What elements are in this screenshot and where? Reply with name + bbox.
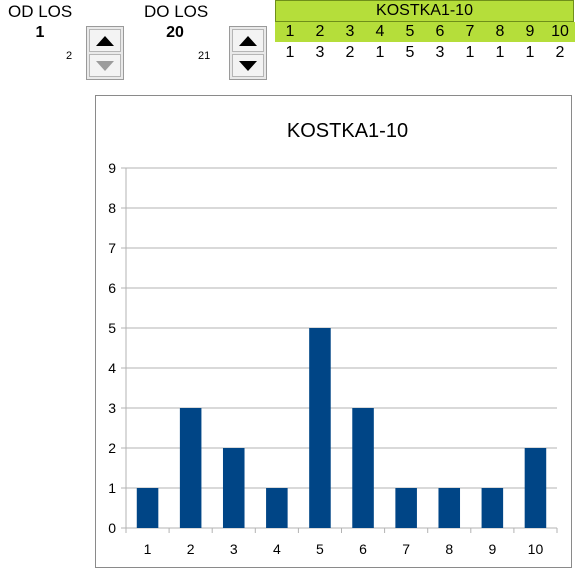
x-tick-label: 10 [528, 541, 544, 557]
to-increment-button[interactable] [232, 29, 264, 52]
table-header-cell: 8 [495, 23, 505, 40]
from-spinner[interactable] [86, 26, 124, 80]
table-count-row: 1 3 2 1 5 3 1 1 1 2 [275, 43, 575, 63]
table-header-cell: 10 [551, 23, 569, 40]
table-count-cell: 3 [315, 44, 325, 61]
x-tick-label: 4 [273, 541, 281, 557]
x-tick-label: 3 [230, 541, 238, 557]
triangle-up-icon [239, 35, 257, 46]
bar-4 [266, 488, 288, 528]
y-tick-label: 7 [108, 240, 116, 256]
x-tick-label: 2 [187, 541, 195, 557]
table-title: KOSTKA1-10 [275, 0, 574, 22]
table-header-cell: 1 [285, 23, 295, 40]
table-header-cell: 7 [465, 23, 475, 40]
table-count-cell: 1 [495, 44, 505, 61]
x-tick-label: 1 [144, 541, 152, 557]
table-count-cell: 2 [555, 44, 565, 61]
bar-10 [524, 448, 547, 528]
y-tick-label: 4 [108, 360, 116, 376]
x-tick-label: 7 [402, 541, 410, 557]
triangle-down-icon [239, 60, 257, 71]
table-header-cell: 4 [375, 23, 385, 40]
from-decrement-button[interactable] [89, 54, 121, 77]
chart-title: KOSTKA1-10 [287, 120, 408, 142]
chart-area[interactable]: KOSTKA1-10 0 1 2 3 4 5 6 7 8 9 1 2 3 4 5 6 7 8 9 10 [95, 95, 572, 568]
bar-5 [309, 328, 331, 528]
to-spinner[interactable] [229, 26, 267, 80]
from-next-value: 2 [66, 50, 73, 62]
bar-1 [136, 488, 159, 528]
table-count-cell: 1 [375, 44, 385, 61]
to-next-value: 21 [198, 50, 211, 62]
x-tick-label: 8 [445, 541, 453, 557]
table-header-cell: 6 [435, 23, 445, 40]
x-tick-label: 6 [359, 541, 367, 557]
y-tick-label: 3 [108, 400, 116, 416]
y-tick-label: 6 [108, 280, 116, 296]
bar-6 [352, 408, 374, 528]
y-tick-label: 1 [108, 480, 116, 496]
y-tick-label: 0 [108, 520, 116, 536]
triangle-down-icon [96, 60, 114, 71]
from-increment-button[interactable] [89, 29, 121, 52]
table-count-cell: 5 [405, 44, 415, 61]
bar-chart: KOSTKA1-10 0 1 2 3 4 5 6 7 8 9 1 2 3 4 5 6 7 8 9 10 [108, 120, 558, 557]
y-tick-label: 8 [108, 200, 116, 216]
triangle-up-icon [96, 35, 114, 46]
to-decrement-button[interactable] [232, 54, 264, 77]
bar-8 [438, 488, 461, 528]
y-tick-label: 9 [108, 160, 116, 176]
bar-2 [179, 408, 202, 528]
table-count-cell: 1 [285, 44, 295, 61]
y-tick-label: 2 [108, 440, 116, 456]
table-header-cell: 3 [345, 23, 355, 40]
x-tick-label: 9 [488, 541, 496, 557]
bar-3 [222, 448, 245, 528]
table-count-cell: 2 [345, 44, 355, 61]
table-count-cell: 3 [435, 44, 445, 61]
to-value: 20 [166, 24, 184, 41]
to-label: DO LOS [144, 2, 209, 21]
y-tick-label: 5 [108, 320, 116, 336]
table-header-cell: 2 [315, 23, 325, 40]
x-tick-label: 5 [316, 541, 324, 557]
bar-7 [395, 488, 417, 528]
table-header-row: 1 2 3 4 5 6 7 8 9 10 [275, 22, 575, 42]
from-value: 1 [35, 24, 45, 41]
bar-9 [481, 488, 504, 528]
table-header-cell: 5 [405, 23, 415, 40]
from-label: OD LOS [8, 2, 73, 21]
table-header-cell: 9 [525, 23, 535, 40]
table-count-cell: 1 [465, 44, 475, 61]
table-count-cell: 1 [525, 44, 535, 61]
